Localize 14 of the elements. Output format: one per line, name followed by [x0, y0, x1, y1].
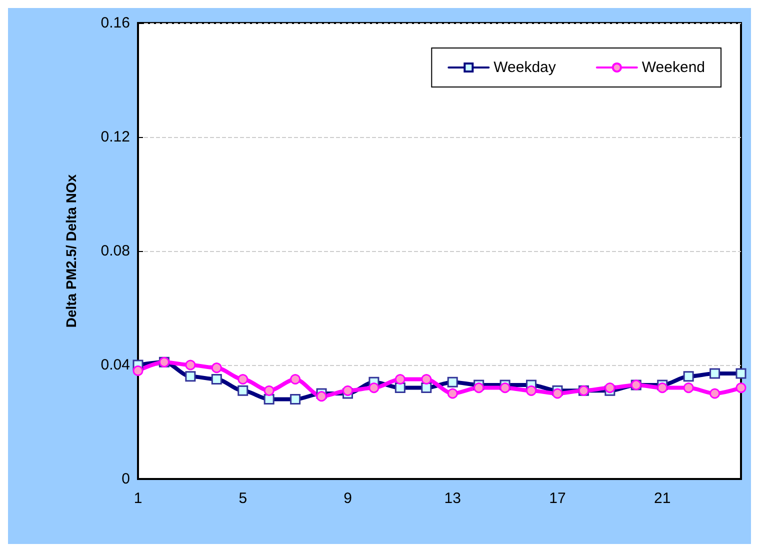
- legend-label: Weekend: [642, 59, 706, 76]
- y-axis-title: Delta PM2.5/ Delta NOx: [63, 174, 79, 328]
- x-tick-label: 13: [444, 490, 461, 507]
- x-tick-label: 9: [344, 490, 352, 507]
- legend-label: Weekday: [494, 59, 556, 76]
- x-tick-label: 17: [549, 490, 566, 507]
- y-tick-label: 0.04: [100, 356, 130, 374]
- y-tick-label: 0.08: [100, 242, 130, 260]
- y-tick-label: 0: [122, 470, 130, 488]
- x-tick-label: 1: [134, 490, 142, 507]
- x-tick-label: 5: [238, 490, 248, 507]
- x-tick-label: 21: [654, 490, 671, 507]
- y-tick-label: 0.16: [100, 14, 130, 32]
- y-tick-label: 0.12: [100, 128, 130, 146]
